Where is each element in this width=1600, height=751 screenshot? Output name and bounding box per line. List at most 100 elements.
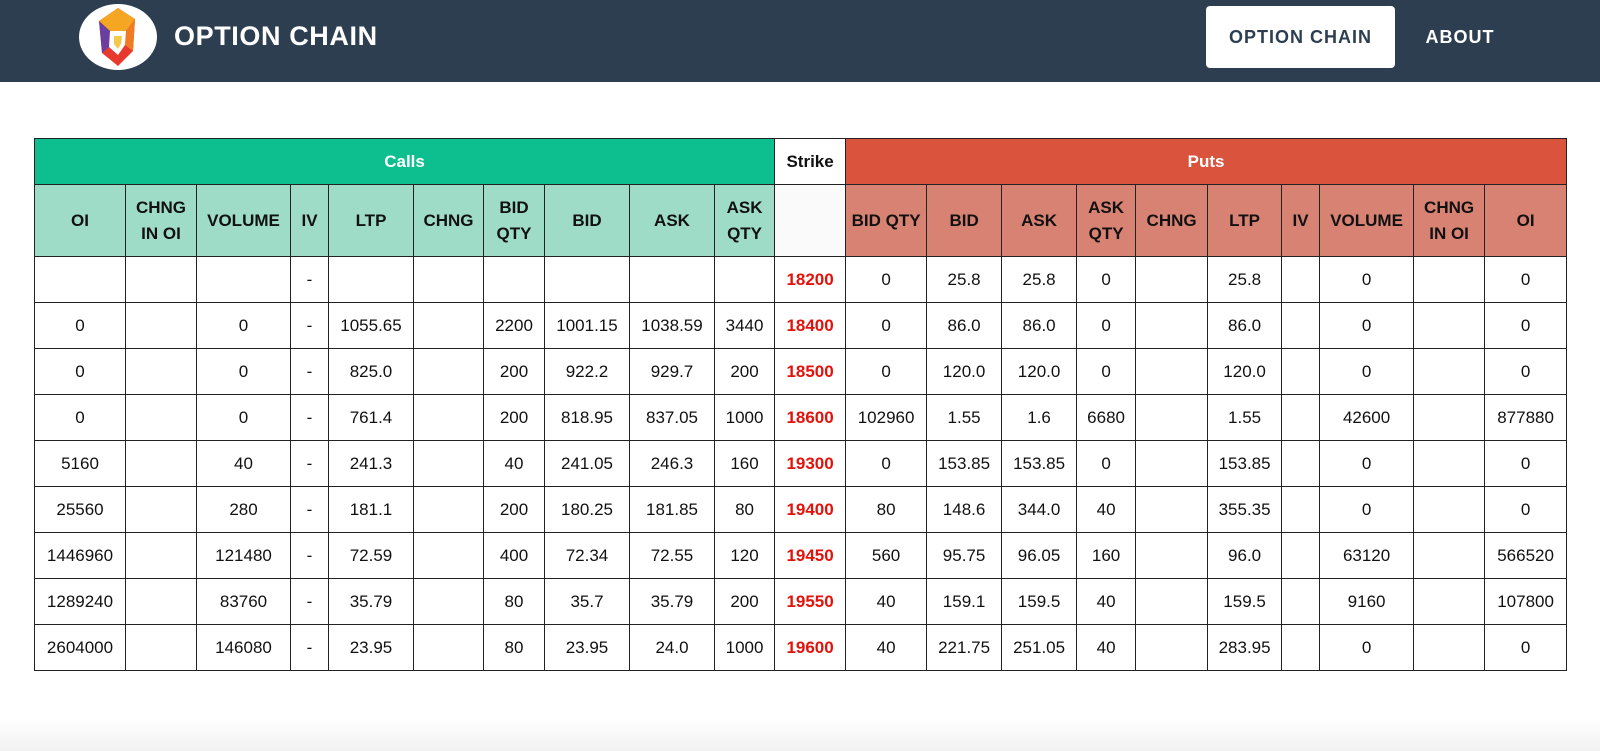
table-row: 5160 40-241.3 40 241.05 246.3 160 19300 0 153.85…	[34, 440, 1568, 487]
put-cell: 0	[1484, 256, 1568, 303]
navbar: OPTION CHAIN OPTION CHAIN ABOUT	[0, 0, 1600, 82]
call-cell: -	[290, 440, 329, 487]
call-cell	[125, 302, 197, 349]
put-cell: 159.5	[1001, 578, 1078, 625]
put-cell: 0	[1319, 256, 1415, 303]
calls-column-header: LTP	[328, 184, 414, 257]
put-cell	[1281, 302, 1321, 349]
nav-option-chain-button[interactable]: OPTION CHAIN	[1206, 6, 1395, 68]
call-cell: 200	[483, 348, 545, 395]
put-cell: 1.6	[1001, 394, 1078, 441]
call-cell: 35.79	[629, 578, 715, 625]
put-cell: 0	[1076, 302, 1137, 349]
call-cell: 1000	[713, 624, 776, 671]
put-cell: 1.55	[926, 394, 1003, 441]
call-cell: 0	[196, 348, 291, 395]
put-cell	[1135, 256, 1209, 303]
call-cell: 80	[483, 624, 545, 671]
call-cell: 922.2	[544, 348, 630, 395]
call-cell: 280	[196, 486, 291, 533]
puts-column-header: CHNG IN OI	[1413, 184, 1486, 257]
strike-price: 19400	[774, 486, 847, 533]
put-cell: 25.8	[1207, 256, 1283, 303]
call-cell: 2200	[483, 302, 545, 349]
call-cell: 3440	[713, 302, 776, 349]
put-cell: 40	[845, 624, 928, 671]
put-cell: 120.0	[1001, 348, 1078, 395]
puts-column-header: LTP	[1207, 184, 1283, 257]
call-cell: 200	[713, 578, 776, 625]
put-cell: 107800	[1484, 578, 1568, 625]
logo-gem-icon	[99, 8, 135, 66]
table-row: 0 0-761.4 200 818.95 837.05 1000 18600 102960 1.…	[34, 394, 1568, 441]
calls-column-header: BID	[544, 184, 630, 257]
put-cell: 102960	[845, 394, 928, 441]
put-cell: 0	[1319, 348, 1415, 395]
put-cell: 120.0	[1207, 348, 1283, 395]
call-cell	[413, 256, 484, 303]
put-cell	[1281, 486, 1321, 533]
call-cell: 200	[713, 348, 776, 395]
call-cell: 818.95	[544, 394, 630, 441]
strike-price: 19450	[774, 532, 847, 579]
logo[interactable]	[79, 4, 157, 70]
call-cell	[413, 486, 484, 533]
call-cell: -	[290, 578, 329, 625]
put-cell	[1413, 578, 1486, 625]
call-cell: 2604000	[34, 624, 126, 671]
put-cell: 25.8	[926, 256, 1003, 303]
call-cell	[125, 348, 197, 395]
call-cell: 40	[483, 440, 545, 487]
call-cell: 181.1	[328, 486, 414, 533]
table-row: 0 0-825.0 200 922.2 929.7 200 18500 0 120.0 120.0…	[34, 348, 1568, 395]
call-cell	[413, 532, 484, 579]
call-cell	[629, 256, 715, 303]
call-cell: 0	[196, 394, 291, 441]
strike-price: 19300	[774, 440, 847, 487]
table-row: 25560 280-181.1 200 180.25 181.85 80 19400 80 14…	[34, 486, 1568, 533]
put-cell: 80	[845, 486, 928, 533]
put-cell: 63120	[1319, 532, 1415, 579]
call-cell	[125, 578, 197, 625]
put-cell: 0	[845, 302, 928, 349]
call-cell: 80	[483, 578, 545, 625]
call-cell: 400	[483, 532, 545, 579]
call-cell	[196, 256, 291, 303]
put-cell: 153.85	[926, 440, 1003, 487]
nav-about-link[interactable]: ABOUT	[1425, 27, 1495, 47]
put-cell: 0	[845, 348, 928, 395]
strike-price: 18500	[774, 348, 847, 395]
footer-shadow	[0, 718, 1600, 751]
calls-column-header: CHNG	[413, 184, 484, 257]
strike-price: 18400	[774, 302, 847, 349]
call-cell	[125, 532, 197, 579]
put-cell	[1281, 532, 1321, 579]
call-cell: 23.95	[544, 624, 630, 671]
strike-price: 19550	[774, 578, 847, 625]
calls-column-header: OI	[34, 184, 126, 257]
calls-group-header: Calls	[33, 138, 776, 185]
put-cell: 40	[845, 578, 928, 625]
put-cell	[1413, 348, 1486, 395]
put-cell: 25.8	[1001, 256, 1078, 303]
call-cell: 929.7	[629, 348, 715, 395]
put-cell	[1281, 256, 1321, 303]
put-cell: 251.05	[1001, 624, 1078, 671]
put-cell: 86.0	[1207, 302, 1283, 349]
put-cell: 6680	[1076, 394, 1137, 441]
call-cell: 35.79	[328, 578, 414, 625]
put-cell: 0	[1484, 440, 1568, 487]
put-cell: 159.1	[926, 578, 1003, 625]
call-cell: 120	[713, 532, 776, 579]
table-row: 2604000 146080-23.95 80 23.95 24.0 1000 19600 4…	[34, 624, 1568, 671]
call-cell	[125, 256, 197, 303]
call-cell	[125, 624, 197, 671]
call-cell	[125, 440, 197, 487]
call-cell: 1000	[713, 394, 776, 441]
option-chain-table: Calls Strike Puts OI CHNG IN OI VOLUME IV LT…	[33, 138, 1568, 671]
call-cell: 24.0	[629, 624, 715, 671]
call-cell: 0	[34, 394, 126, 441]
put-cell: 0	[1484, 348, 1568, 395]
call-cell: -	[290, 302, 329, 349]
call-cell: 0	[34, 348, 126, 395]
